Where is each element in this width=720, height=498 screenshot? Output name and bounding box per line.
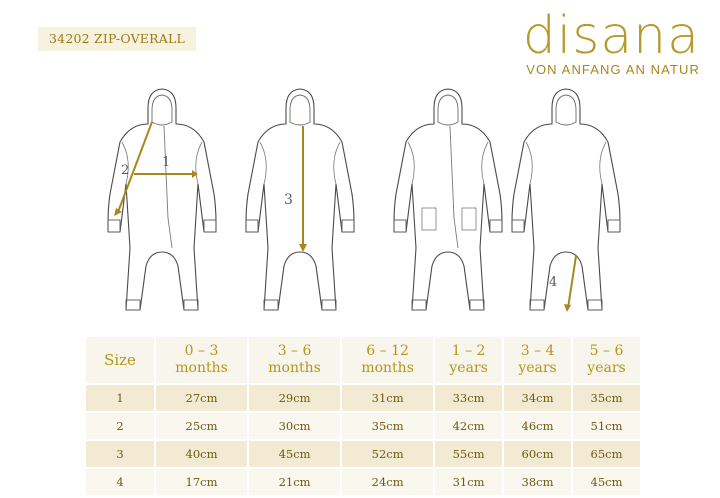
table-row: 4 17cm 21cm 24cm 31cm 38cm 45cm	[86, 467, 642, 495]
measure-label-3: 3	[284, 192, 293, 208]
header-col-6: 5 – 6 years	[572, 337, 642, 384]
row-size: 3	[86, 439, 156, 468]
table-header-row: Size 0 – 3 months 3 – 6 months 6 – 12 month…	[86, 337, 642, 384]
table-cell: 33cm	[434, 383, 505, 412]
table-cell: 45cm	[572, 467, 642, 495]
table-cell: 51cm	[572, 411, 642, 440]
row-size: 1	[86, 383, 156, 412]
brand-logo: disana	[522, 6, 700, 66]
table-cell: 27cm	[155, 383, 250, 412]
header-unit: months	[175, 360, 228, 376]
header-range: 1 – 2	[451, 343, 486, 359]
row-size: 2	[86, 411, 156, 440]
header-size: Size	[86, 337, 156, 384]
table-cell: 29cm	[248, 383, 343, 412]
overall-back-measure	[245, 88, 355, 311]
table-cell: 60cm	[503, 439, 574, 468]
header-col-1: 0 – 3 months	[155, 337, 250, 384]
header-range: 6 – 12	[366, 343, 409, 359]
header-col-3: 6 – 12 months	[341, 337, 436, 384]
overall-front	[393, 88, 503, 311]
overall-illustrations: 2 1 3 4	[107, 88, 621, 312]
measure-label-2: 2	[121, 163, 129, 178]
brand-tagline: VON ANFANG AN NATUR	[526, 62, 700, 77]
table-cell: 46cm	[503, 411, 574, 440]
table-row: 2 25cm 30cm 35cm 42cm 46cm 51cm	[86, 411, 642, 440]
table-cell: 30cm	[248, 411, 343, 440]
overall-back	[511, 88, 621, 312]
header-unit: years	[449, 360, 488, 376]
table-cell: 31cm	[434, 467, 505, 495]
table-cell: 55cm	[434, 439, 505, 468]
table-cell: 24cm	[341, 467, 436, 495]
table-cell: 31cm	[341, 383, 436, 412]
header-unit: months	[361, 360, 414, 376]
table-cell: 52cm	[341, 439, 436, 468]
header-col-4: 1 – 2 years	[434, 337, 505, 384]
row-size: 4	[86, 467, 156, 495]
header-col-5: 3 – 4 years	[503, 337, 574, 384]
overall-front-measure	[107, 88, 217, 311]
table-cell: 17cm	[155, 467, 250, 495]
table-cell: 38cm	[503, 467, 574, 495]
table-cell: 42cm	[434, 411, 505, 440]
header-unit: months	[268, 360, 321, 376]
header-range: 3 – 6	[277, 343, 312, 359]
measure-label-4: 4	[549, 275, 557, 290]
header-range: 5 – 6	[589, 343, 624, 359]
header-col-2: 3 – 6 months	[248, 337, 343, 384]
table-row: 1 27cm 29cm 31cm 33cm 34cm 35cm	[86, 383, 642, 412]
header-unit: years	[518, 360, 557, 376]
table-cell: 35cm	[341, 411, 436, 440]
table-cell: 25cm	[155, 411, 250, 440]
table-cell: 34cm	[503, 383, 574, 412]
table-cell: 35cm	[572, 383, 642, 412]
brand-block: disana VON ANFANG AN NATUR	[500, 6, 700, 77]
table-cell: 65cm	[572, 439, 642, 468]
table-cell: 40cm	[155, 439, 250, 468]
header-range: 0 – 3	[184, 343, 219, 359]
header-range: 3 – 4	[520, 343, 555, 359]
table-cell: 21cm	[248, 467, 343, 495]
size-table: Size 0 – 3 months 3 – 6 months 6 – 12 month…	[86, 337, 642, 495]
table-cell: 45cm	[248, 439, 343, 468]
table-row: 3 40cm 45cm 52cm 55cm 60cm 65cm	[86, 439, 642, 468]
header-unit: years	[587, 360, 626, 376]
measure-label-1: 1	[162, 155, 170, 170]
product-title: 34202 ZIP-OVERALL	[38, 27, 196, 51]
